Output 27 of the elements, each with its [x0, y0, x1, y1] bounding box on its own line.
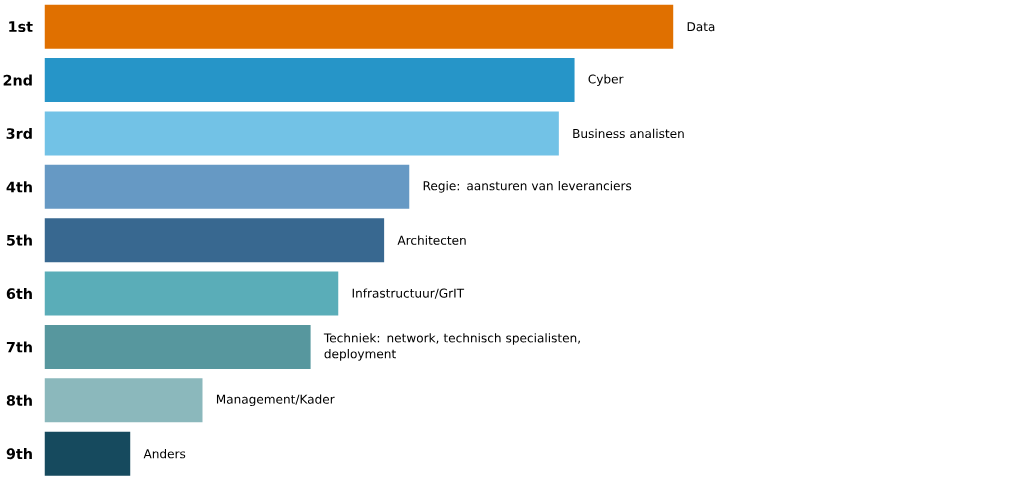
- annotation: Techniek: network, technisch specialisten, deployment: [323, 332, 580, 361]
- annotation: Data: [687, 22, 715, 32]
- annotation: Anders: [143, 448, 186, 459]
- y-tick-label: 6th: [6, 287, 32, 299]
- y-tick-label: 9th: [6, 447, 32, 460]
- y-tick-label: 5th: [7, 234, 32, 246]
- y-tick-label: 4th: [6, 181, 32, 193]
- bar: [44, 431, 131, 476]
- annotation: Cyber: [588, 74, 624, 86]
- y-tick-label: 7th: [6, 341, 32, 353]
- bar: [44, 4, 674, 49]
- bar: [44, 111, 559, 156]
- y-tick-label: 3rd: [6, 127, 32, 139]
- bar: [44, 164, 410, 209]
- annotation: Architecten: [397, 235, 466, 245]
- annotation: Infrastructuur/GrIT: [352, 288, 465, 299]
- bar: [44, 218, 385, 262]
- y-tick-label: 8th: [6, 394, 32, 406]
- annotation: Management/Kader: [216, 394, 335, 406]
- bar: [44, 378, 203, 423]
- annotation: Business analisten: [573, 128, 684, 138]
- bar: [44, 324, 311, 369]
- y-tick-label: 1st: [9, 21, 33, 32]
- annotation: Regie: aansturen van leveranciers: [423, 180, 632, 193]
- bar: [44, 271, 339, 316]
- bar: [44, 57, 575, 102]
- y-tick-label: 2nd: [3, 74, 32, 86]
